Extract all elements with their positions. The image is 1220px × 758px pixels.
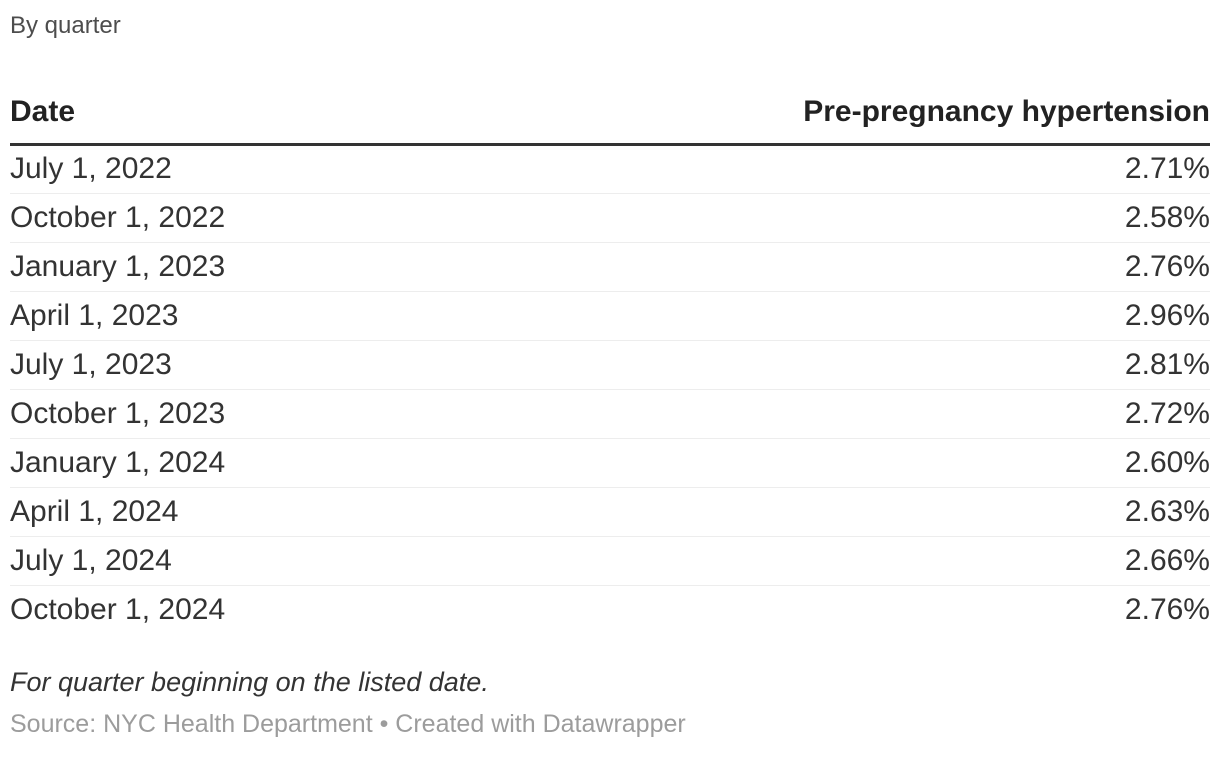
date-cell: January 1, 2023 [10,242,426,292]
table-row: July 1, 2023 2.81% [10,340,1210,390]
table-row: April 1, 2024 2.63% [10,487,1210,537]
table-row: January 1, 2023 2.76% [10,242,1210,292]
value-cell: 2.96% [425,291,1210,341]
date-cell: October 1, 2024 [10,593,226,627]
table-row: October 1, 2023 2.72% [10,389,1210,439]
value-cell: 2.76% [1124,593,1210,627]
table-row: October 1, 2024 2.76% [10,585,1210,634]
column-header-value: Pre-pregnancy hypertension [425,94,1210,146]
date-cell: April 1, 2023 [10,291,426,341]
date-cell: July 1, 2024 [10,536,426,586]
chart-subtitle: By quarter [10,12,121,39]
table-header: Date Pre-pregnancy hypertension [10,94,1210,146]
table-row: January 1, 2024 2.60% [10,438,1210,488]
data-table: Date Pre-pregnancy hypertension July 1, … [10,94,1210,635]
date-cell: July 1, 2022 [10,144,426,194]
table-row: October 1, 2022 2.58% [10,193,1210,243]
chart-footnote: For quarter beginning on the listed date… [10,667,489,698]
date-cell: January 1, 2024 [10,438,426,488]
table-row: July 1, 2024 2.66% [10,536,1210,586]
value-cell: 2.60% [425,438,1210,488]
header-row: Date Pre-pregnancy hypertension [10,94,1210,146]
table-chart: By quarter Date Pre-pregnancy hypertensi… [10,12,1210,738]
chart-source-line: Source: NYC Health Department • Created … [10,709,686,738]
value-cell: 2.58% [425,193,1210,243]
date-cell: October 1, 2023 [10,389,426,439]
table-row: April 1, 2023 2.96% [10,291,1210,341]
date-cell: July 1, 2023 [10,340,426,390]
table-row: July 1, 2022 2.71% [10,144,1210,194]
value-cell: 2.81% [425,340,1210,390]
value-cell: 2.71% [425,144,1210,194]
table-body: July 1, 2022 2.71% October 1, 2022 2.58%… [10,144,1210,634]
value-cell: 2.66% [425,536,1210,586]
date-cell: April 1, 2024 [10,487,426,537]
value-cell: 2.72% [425,389,1210,439]
value-cell: 2.76% [425,242,1210,292]
value-cell: 2.63% [425,487,1210,537]
column-header-date: Date [10,94,426,146]
date-cell: October 1, 2022 [10,193,426,243]
